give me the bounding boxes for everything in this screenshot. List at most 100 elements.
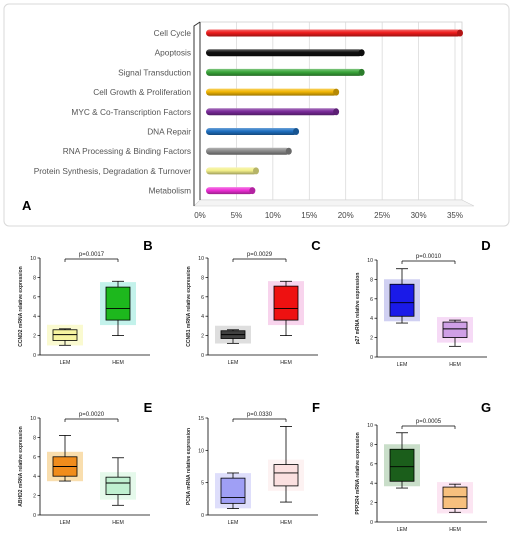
panel-a-category-label: Apoptosis — [155, 48, 191, 58]
x-category-label: LEM — [228, 360, 239, 366]
x-category-label: LEM — [397, 527, 408, 533]
panel-b: CCND2 mRNA relative expression 0 2 4 6 8 10 LEM… — [18, 238, 153, 366]
panel-a-bar-cap — [253, 167, 259, 175]
y-tick-label: 2 — [370, 501, 373, 507]
panel-a-bar — [206, 187, 254, 195]
panel-a-bar-cap — [358, 68, 365, 76]
y-tick-label: 10 — [30, 416, 36, 422]
panel-a-bar-cap — [293, 128, 300, 135]
box — [220, 477, 246, 504]
box — [52, 329, 78, 341]
panel-a-axis-bracket — [193, 21, 201, 206]
panel-label-d: D — [481, 238, 490, 253]
p-value: p=0.0005 — [416, 419, 442, 425]
panel-a-x-tick-label: 15% — [301, 211, 317, 220]
y-tick-label: 10 — [198, 448, 204, 454]
y-tick-label: 4 — [370, 481, 373, 487]
y-tick-label: 6 — [33, 295, 36, 301]
panel-a-x-tick-label: 30% — [411, 211, 427, 220]
panel-g: PPP2R4 mRNA relative expression 0 2 4 6 8 10 LE… — [355, 400, 491, 533]
x-category-label: HEM — [280, 360, 292, 366]
p-value: p=0.0010 — [416, 254, 442, 260]
x-category-label: LEM — [60, 520, 71, 526]
y-axis-label: CCND2 mRNA relative expression — [18, 266, 24, 346]
y-tick-label: 6 — [201, 295, 204, 301]
y-tick-label: 10 — [30, 256, 36, 262]
y-tick-label: 8 — [33, 275, 36, 281]
y-tick-label: 2 — [33, 334, 36, 340]
panel-a-floor — [193, 199, 475, 207]
box — [442, 321, 468, 338]
panel-a-bar-cap — [333, 88, 340, 96]
panel-a-bar — [206, 167, 257, 175]
p-value: p=0.0020 — [79, 412, 105, 418]
panel-a-bar — [206, 29, 461, 37]
panel-label-f: F — [312, 400, 320, 415]
y-tick-label: 0 — [33, 513, 36, 519]
y-tick-label: 6 — [370, 462, 373, 468]
panel-a-category-label: Cell Growth & Proliferation — [93, 87, 191, 97]
y-tick-label: 4 — [33, 314, 36, 320]
panel-a-category-label: Metabolism — [149, 186, 192, 196]
y-tick-label: 10 — [198, 256, 204, 262]
panel-a-bar — [206, 49, 363, 57]
box — [105, 476, 131, 496]
panel-a-category-label: MYC & Co-Transcription Factors — [71, 107, 191, 117]
y-axis-label: PPP2R4 mRNA relative expression — [355, 432, 361, 514]
x-category-label: HEM — [280, 520, 292, 526]
panel-a-x-tick-label: 35% — [447, 211, 463, 220]
y-tick-label: 4 — [33, 474, 36, 480]
y-tick-label: 8 — [370, 277, 373, 283]
panel-e: ABHD2 mRNA relative expression 0 2 4 6 8 10 LEM… — [18, 400, 153, 526]
y-tick-label: 0 — [201, 353, 204, 359]
y-tick-label: 15 — [198, 416, 204, 422]
y-tick-label: 0 — [201, 513, 204, 519]
box — [442, 486, 468, 509]
panel-a-category-label: Cell Cycle — [154, 28, 192, 38]
panel-label-g: G — [481, 400, 491, 415]
x-category-label: LEM — [228, 520, 239, 526]
x-category-label: HEM — [112, 360, 124, 366]
y-tick-label: 2 — [33, 494, 36, 500]
y-tick-label: 8 — [201, 275, 204, 281]
y-tick-label: 2 — [370, 336, 373, 342]
box — [273, 464, 299, 487]
y-tick-label: 6 — [33, 455, 36, 461]
panel-a-bar — [206, 128, 298, 135]
p-value: p=0.0330 — [247, 412, 273, 418]
panel-a-category-label: Signal Transduction — [118, 67, 191, 77]
panel-a-bar-cap — [333, 108, 340, 116]
y-tick-label: 2 — [201, 334, 204, 340]
panel-a: 0% 5% 10% 15% 20% 25% 30% 35% Cell Cycle Apoptosi… — [3, 3, 510, 227]
panel-label-b: B — [143, 238, 152, 253]
y-tick-label: 6 — [370, 297, 373, 303]
panel-a-bar — [206, 68, 363, 76]
panel-a-bar-cap — [457, 29, 463, 37]
y-tick-label: 0 — [370, 520, 373, 526]
y-axis-label: p27 mRNA relative expression — [355, 273, 361, 345]
x-category-label: HEM — [112, 520, 124, 526]
y-tick-label: 4 — [201, 314, 204, 320]
panel-label-e: E — [144, 400, 153, 415]
box — [389, 448, 415, 482]
panel-a-bar-cap — [285, 147, 292, 155]
panel-a-bar — [206, 147, 290, 155]
panel-c: CCNB1 mRNA relative expression 0 2 4 6 8 10 LEM… — [186, 238, 321, 366]
y-tick-label: 5 — [201, 481, 204, 487]
y-axis-label: CCNB1 mRNA relative expression — [186, 266, 192, 346]
panel-a-category-label: RNA Processing & Binding Factors — [63, 146, 191, 156]
panel-a-x-tick-label: 10% — [265, 211, 281, 220]
panel-f: PCNA mRNA relative expression 0 5 10 15 LEM HE… — [186, 400, 320, 526]
panel-a-x-tick-label: 5% — [231, 211, 243, 220]
panel-a-bar — [206, 88, 338, 96]
p-value: p=0.0029 — [247, 252, 273, 258]
y-tick-label: 0 — [370, 355, 373, 361]
p-value: p=0.0017 — [79, 252, 105, 258]
panel-a-category-label: DNA Repair — [147, 127, 191, 137]
panel-label-c: C — [311, 238, 321, 253]
panel-a-bar-cap — [358, 49, 365, 57]
x-category-label: LEM — [60, 360, 71, 366]
panel-d: p27 mRNA relative expression 0 2 4 6 8 10 LEM HE… — [355, 238, 491, 368]
x-category-label: HEM — [449, 527, 461, 533]
